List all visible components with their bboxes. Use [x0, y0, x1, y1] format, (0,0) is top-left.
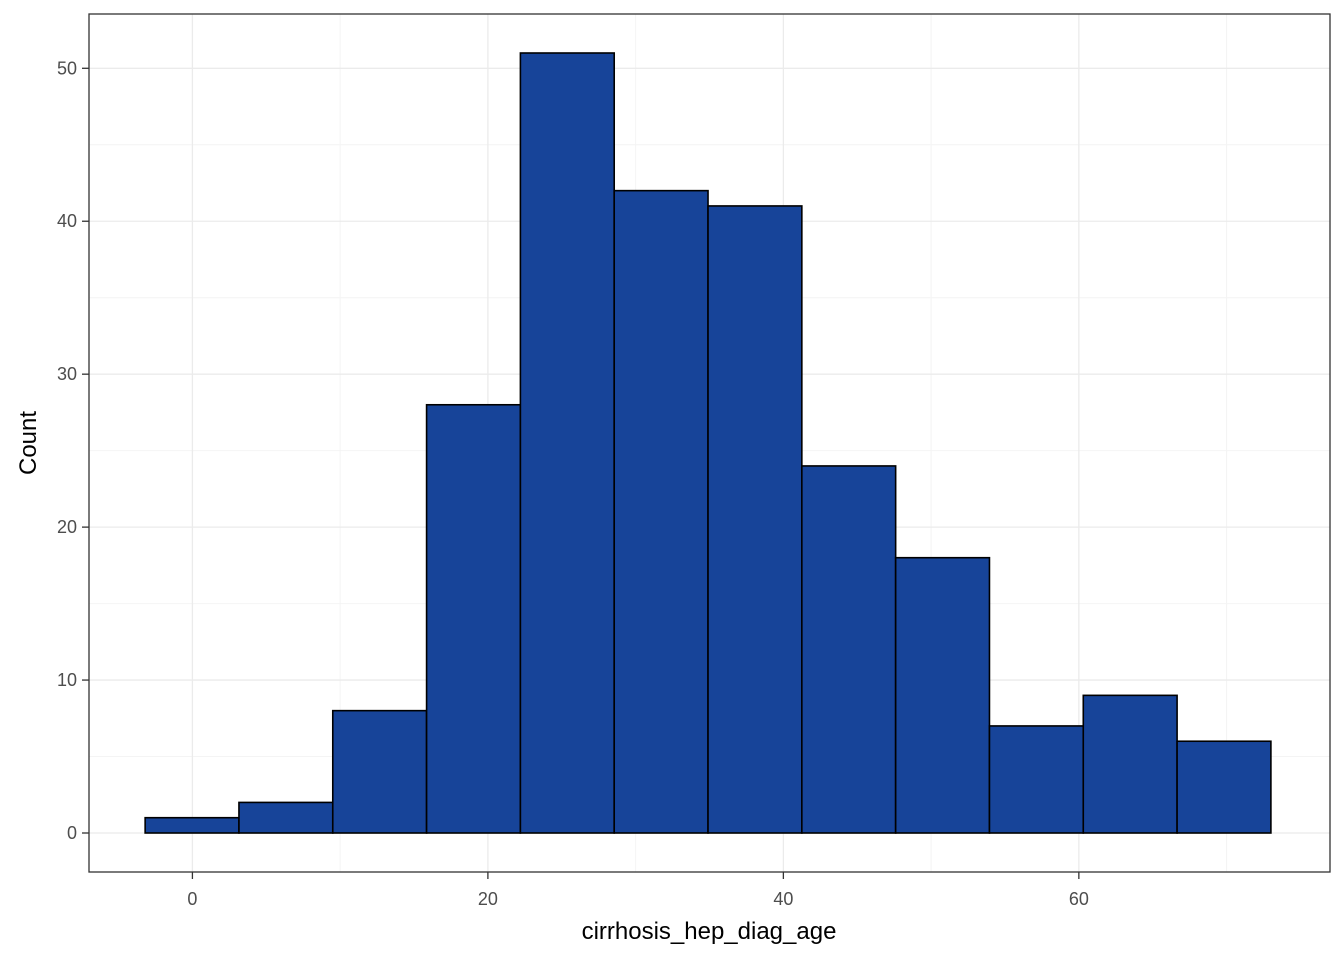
histogram-bars	[144, 52, 1272, 834]
x-axis-title: cirrhosis_hep_diag_age	[582, 918, 837, 945]
x-tick-label: 20	[478, 889, 498, 909]
histogram-bar-1	[144, 816, 240, 834]
histogram-bar-11	[1082, 694, 1178, 834]
histogram-bar-3	[331, 709, 428, 834]
histogram-bar-10	[988, 725, 1085, 834]
histogram-bar-2	[238, 801, 334, 834]
y-tick-label: 30	[57, 364, 77, 384]
histogram-bar-7	[707, 205, 803, 834]
histogram-bar-12	[1176, 740, 1272, 834]
x-tick-label: 60	[1069, 889, 1089, 909]
y-axis-title: Count	[15, 411, 42, 475]
histogram-bar-5	[519, 52, 616, 834]
histogram-bar-8	[801, 465, 897, 834]
y-tick-label: 0	[67, 823, 77, 843]
y-axis: 0 10 20 30 40 50	[57, 58, 89, 843]
x-axis: 0 20 40 60	[187, 872, 1089, 909]
x-tick-label: 0	[187, 889, 197, 909]
histogram-bar-4	[425, 403, 522, 834]
histogram-bar-6	[613, 189, 709, 834]
y-tick-label: 20	[57, 517, 77, 537]
y-tick-label: 50	[57, 58, 77, 78]
y-tick-label: 10	[57, 670, 77, 690]
panel-border	[88, 13, 1331, 873]
histogram-bar-9	[894, 556, 991, 834]
x-tick-label: 40	[773, 889, 793, 909]
y-tick-label: 40	[57, 211, 77, 231]
